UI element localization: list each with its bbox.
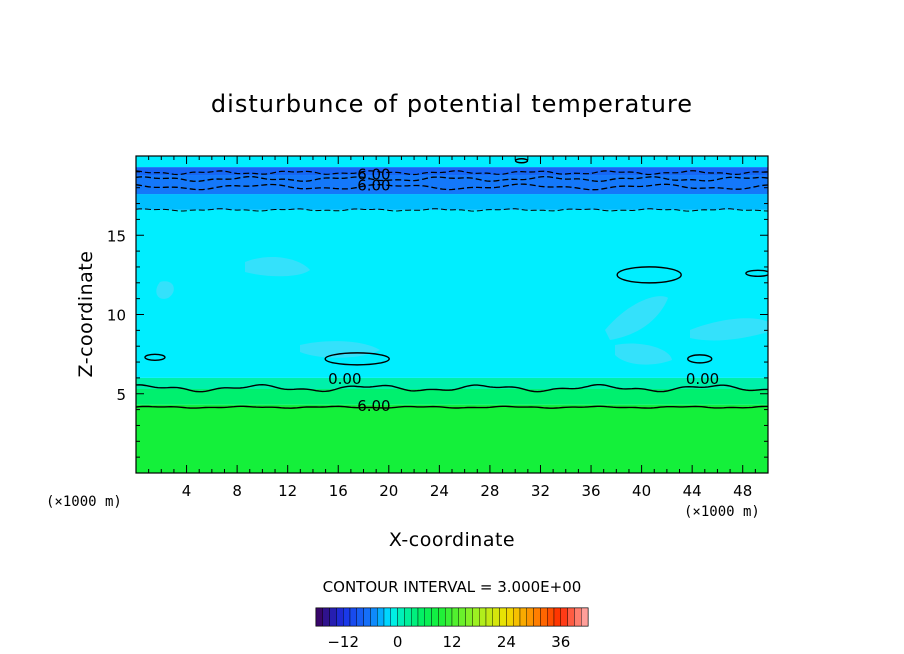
colorbar-segment — [383, 607, 392, 627]
x-tick-label: 24 — [430, 482, 449, 500]
contour-label: 0.00 — [328, 370, 361, 388]
colorbar-segment — [540, 607, 548, 627]
x-tick-label: 12 — [278, 482, 297, 500]
colorbar-segment — [560, 607, 568, 627]
colorbar-segment — [356, 607, 364, 627]
x-tick-label: 4 — [182, 482, 192, 500]
contour-line-negative — [136, 208, 768, 212]
colorbar-segment — [370, 607, 378, 627]
y-axis-label: Z-coordinate — [75, 251, 97, 378]
contour-line — [136, 383, 768, 393]
colorbar-segment — [519, 607, 527, 627]
x-tick-label: 8 — [232, 482, 242, 500]
contour-closed — [324, 352, 390, 366]
colorbar-segment — [472, 607, 480, 627]
colorbar-segment — [322, 607, 330, 627]
contour-label: 6.00 — [357, 177, 390, 195]
colorbar-tick-label: 0 — [393, 633, 403, 651]
colorbar-segment — [390, 607, 398, 627]
colorbar-tick-label: 36 — [551, 633, 570, 651]
x-axis-unit-right: (×1000 m) — [684, 504, 760, 520]
colorbar-segment — [458, 607, 466, 627]
colorbar-segment — [506, 607, 514, 627]
contour-closed — [687, 354, 713, 364]
colorbar-segment — [553, 607, 561, 627]
contour-closed — [745, 269, 768, 277]
field-patches — [156, 256, 768, 365]
colorbar-segment — [485, 607, 494, 627]
colorbar-segment — [404, 607, 412, 627]
colorbar-tick-label: 12 — [442, 633, 461, 651]
colorbar-segment — [547, 607, 555, 627]
colorbar-segment — [451, 607, 460, 627]
y-tick-label: 5 — [116, 386, 126, 404]
x-axis-ticks: 4 8 12 16 20 24 28 32 36 40 44 48 — [148, 156, 756, 500]
colorbar-segment — [343, 607, 351, 627]
colorbar-segment — [581, 607, 589, 627]
x-tick-label: 20 — [379, 482, 398, 500]
field-layer — [136, 209, 768, 378]
contour-closed — [144, 353, 166, 361]
contour-line-negative — [136, 183, 768, 191]
contour-closed — [514, 158, 529, 164]
contour-line — [136, 405, 768, 409]
plot-area: 6.006.000.00 0.006.00 — [136, 156, 768, 473]
colorbar-segment — [363, 607, 371, 627]
y-tick-label: 15 — [107, 227, 126, 245]
field-layer — [136, 377, 768, 389]
chart-title: disturbunce of potential temperature — [211, 90, 693, 118]
colorbar-tick-label: −12 — [327, 633, 359, 651]
colorbar: −12 0 12 24 36 — [315, 607, 589, 651]
contour-closed — [616, 266, 682, 284]
field-layer — [136, 156, 768, 168]
x-axis-label: X-coordinate — [389, 529, 515, 551]
y-tick-label: 10 — [107, 307, 126, 325]
contour-label: 6.00 — [357, 397, 390, 415]
contour-interval-note: CONTOUR INTERVAL = 3.000E+00 — [323, 578, 582, 596]
x-tick-label: 16 — [329, 482, 348, 500]
x-tick-label: 44 — [683, 482, 702, 500]
colorbar-segment — [336, 607, 344, 627]
colorbar-segment — [411, 607, 419, 627]
colorbar-segment — [397, 607, 405, 627]
colorbar-segment — [417, 607, 426, 627]
x-tick-label: 28 — [480, 482, 499, 500]
colorbar-segment — [513, 607, 521, 627]
colorbar-segment — [465, 607, 473, 627]
contour-line-negative — [136, 175, 768, 182]
colorbar-segment — [438, 607, 446, 627]
field-layer — [136, 388, 768, 405]
x-tick-label: 36 — [581, 482, 600, 500]
colorbar-segment — [377, 607, 385, 627]
field-layer — [136, 194, 768, 210]
colorbar-tick-label: 24 — [497, 633, 516, 651]
colorbar-segment — [445, 607, 453, 627]
x-axis-unit-left: (×1000 m) — [46, 494, 122, 510]
colorbar-segment — [479, 607, 487, 627]
field-layer — [136, 404, 768, 473]
contour-label: 0.00 — [686, 370, 719, 388]
colorbar-segment — [431, 607, 439, 627]
contour-line-negative — [136, 170, 768, 176]
colorbar-segment — [526, 607, 534, 627]
y-axis-ticks: 5 10 15 — [107, 171, 768, 458]
x-tick-label: 32 — [531, 482, 550, 500]
contour-label: 6.00 — [357, 166, 390, 184]
colorbar-segment — [424, 607, 432, 627]
colorbar-segment — [329, 607, 337, 627]
colorbar-segment — [315, 607, 324, 627]
colorbar-segment — [492, 607, 500, 627]
x-tick-label: 40 — [632, 482, 651, 500]
colorbar-segment — [533, 607, 541, 627]
colorbar-segment — [574, 607, 582, 627]
colorbar-segment — [349, 607, 358, 627]
colorbar-segment — [567, 607, 575, 627]
x-tick-label: 48 — [733, 482, 752, 500]
colorbar-segment — [499, 607, 507, 627]
